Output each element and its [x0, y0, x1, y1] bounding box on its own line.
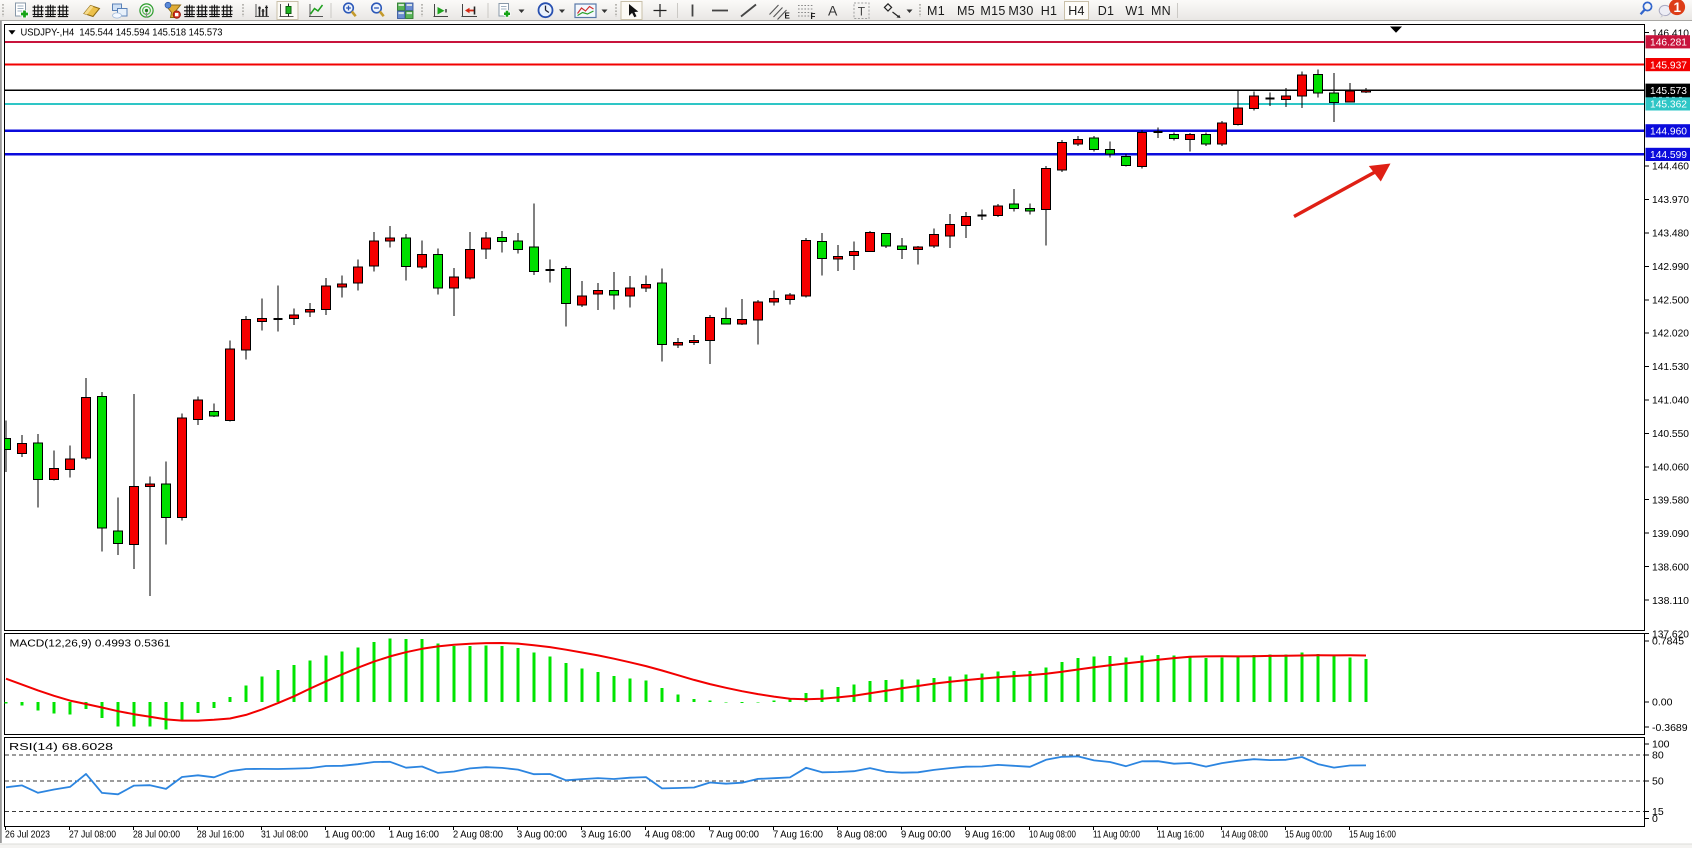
svg-text:W1: W1: [1125, 4, 1144, 18]
svg-text:M5: M5: [957, 4, 975, 18]
svg-text:MACD(12,26,9) 0.4993 0.5361: MACD(12,26,9) 0.4993 0.5361: [10, 637, 171, 649]
svg-text:1: 1: [1674, 0, 1682, 15]
svg-text:143.480: 143.480: [1652, 228, 1689, 240]
svg-text:3 Aug 16:00: 3 Aug 16:00: [581, 829, 631, 841]
svg-text:14 Aug 08:00: 14 Aug 08:00: [1221, 829, 1268, 841]
svg-text:144.599: 144.599: [1650, 149, 1687, 161]
svg-text:141.040: 141.040: [1652, 395, 1689, 407]
svg-text:D1: D1: [1098, 4, 1115, 18]
svg-text:3 Aug 00:00: 3 Aug 00:00: [517, 829, 567, 841]
svg-text:140.060: 140.060: [1652, 462, 1689, 474]
svg-text:F: F: [811, 12, 816, 21]
svg-text:145.937: 145.937: [1650, 59, 1687, 71]
svg-text:M30: M30: [1008, 4, 1033, 18]
svg-text:28 Jul 16:00: 28 Jul 16:00: [197, 829, 244, 841]
svg-text:26 Jul 2023: 26 Jul 2023: [5, 829, 50, 841]
svg-text:140.550: 140.550: [1652, 428, 1689, 440]
svg-text:10 Aug 08:00: 10 Aug 08:00: [1029, 829, 1076, 841]
svg-text:USDJPY-,H4 145.544 145.594 14: USDJPY-,H4 145.544 145.594 145.518 145.5…: [21, 27, 223, 39]
svg-text:139.090: 139.090: [1652, 528, 1689, 540]
svg-text:142.990: 142.990: [1652, 261, 1689, 273]
svg-text:M1: M1: [927, 4, 945, 18]
svg-text:138.600: 138.600: [1652, 561, 1689, 573]
svg-text:9 Aug 00:00: 9 Aug 00:00: [901, 829, 951, 841]
svg-text:15 Aug 00:00: 15 Aug 00:00: [1285, 829, 1332, 841]
svg-text:2 Aug 08:00: 2 Aug 08:00: [453, 829, 503, 841]
svg-text:T: T: [858, 4, 866, 18]
svg-text:MN: MN: [1151, 4, 1171, 18]
svg-text:E: E: [785, 12, 791, 21]
svg-text:141.530: 141.530: [1652, 361, 1689, 373]
svg-text:139.580: 139.580: [1652, 494, 1689, 506]
svg-text:100: 100: [1652, 739, 1670, 751]
svg-text:15: 15: [1652, 806, 1664, 818]
svg-text:15 Aug 16:00: 15 Aug 16:00: [1349, 829, 1396, 841]
svg-text:28 Jul 00:00: 28 Jul 00:00: [133, 829, 180, 841]
svg-text:145.362: 145.362: [1650, 99, 1687, 111]
svg-text:144.960: 144.960: [1650, 126, 1687, 138]
svg-text:11 Aug 16:00: 11 Aug 16:00: [1157, 829, 1204, 841]
svg-text:-0.3689: -0.3689: [1652, 722, 1688, 734]
svg-text:11 Aug 00:00: 11 Aug 00:00: [1093, 829, 1140, 841]
svg-text:H4: H4: [1068, 4, 1085, 18]
svg-text:80: 80: [1652, 750, 1664, 762]
svg-text:8 Aug 08:00: 8 Aug 08:00: [837, 829, 887, 841]
svg-text:1 Aug 16:00: 1 Aug 16:00: [389, 829, 439, 841]
svg-text:1 Aug 00:00: 1 Aug 00:00: [325, 829, 375, 841]
svg-text:50: 50: [1652, 776, 1664, 788]
svg-text:143.970: 143.970: [1652, 194, 1689, 206]
svg-text:7 Aug 00:00: 7 Aug 00:00: [709, 829, 759, 841]
svg-text:7 Aug 16:00: 7 Aug 16:00: [773, 829, 823, 841]
svg-text:27 Jul 08:00: 27 Jul 08:00: [69, 829, 116, 841]
svg-text:31 Jul 08:00: 31 Jul 08:00: [261, 829, 308, 841]
svg-text:142.500: 142.500: [1652, 295, 1689, 307]
svg-text:A: A: [828, 3, 838, 19]
svg-text:144.460: 144.460: [1652, 161, 1689, 173]
svg-text:137.620: 137.620: [1652, 628, 1689, 640]
svg-text:146.281: 146.281: [1650, 37, 1687, 49]
svg-text:H1: H1: [1041, 4, 1058, 18]
svg-text:142.020: 142.020: [1652, 328, 1689, 340]
svg-text:138.110: 138.110: [1652, 595, 1689, 607]
svg-text:0: 0: [1652, 813, 1658, 825]
svg-text:0.7845: 0.7845: [1652, 636, 1684, 648]
svg-text:RSI(14) 68.6028: RSI(14) 68.6028: [9, 741, 113, 753]
svg-text:9 Aug 16:00: 9 Aug 16:00: [965, 829, 1015, 841]
svg-text:M15: M15: [980, 4, 1005, 18]
svg-text:145.573: 145.573: [1650, 85, 1687, 97]
svg-text:0.00: 0.00: [1652, 697, 1673, 709]
svg-text:4 Aug 08:00: 4 Aug 08:00: [645, 829, 695, 841]
